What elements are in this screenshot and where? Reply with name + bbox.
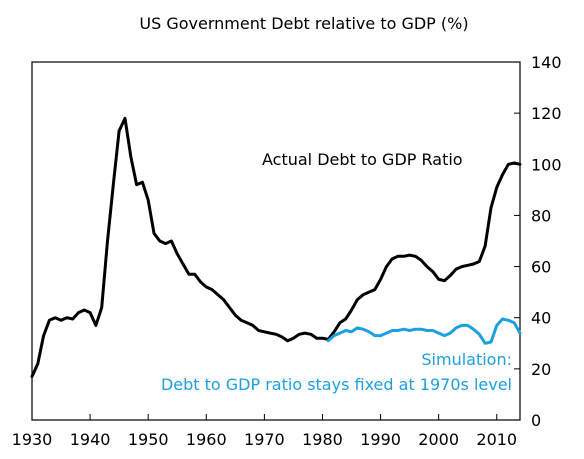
y-tick-label: 40 (531, 309, 551, 328)
annotation-simulation: Debt to GDP ratio stays fixed at 1970s l… (161, 375, 512, 394)
y-tick-label: 140 (531, 53, 562, 72)
x-tick-label: 1980 (302, 430, 343, 449)
y-tick-label: 120 (531, 104, 562, 123)
chart-title: US Government Debt relative to GDP (%) (139, 14, 469, 33)
x-tick-label: 2010 (476, 430, 517, 449)
y-tick-label: 20 (531, 360, 551, 379)
y-tick-label: 100 (531, 155, 562, 174)
annotation-actual: Actual Debt to GDP Ratio (262, 150, 463, 169)
x-tick-label: 2000 (418, 430, 459, 449)
tick-labels: 0 20 40 60 80 100 120 140 1930 1940 1950 1960 1970 19… (12, 53, 562, 449)
actual-debt-line (30, 116, 522, 378)
x-tick-label: 1960 (186, 430, 227, 449)
plot-frame (31, 61, 521, 421)
series-lines (30, 116, 522, 378)
y-tick-label: 80 (531, 206, 551, 225)
annotation-simulation: Simulation: (421, 350, 512, 369)
annotations: Actual Debt to GDP Ratio Simulation: Debt … (161, 150, 512, 394)
x-tick-label: 1970 (244, 430, 285, 449)
y-tick-label: 0 (531, 411, 541, 430)
axes (31, 61, 521, 421)
simulation-debt-line (326, 317, 522, 345)
y-tick-label: 60 (531, 258, 551, 277)
x-tick-label: 1940 (70, 430, 111, 449)
x-tick-label: 1990 (360, 430, 401, 449)
x-tick-label: 1950 (128, 430, 169, 449)
x-tick-label: 1930 (12, 430, 53, 449)
